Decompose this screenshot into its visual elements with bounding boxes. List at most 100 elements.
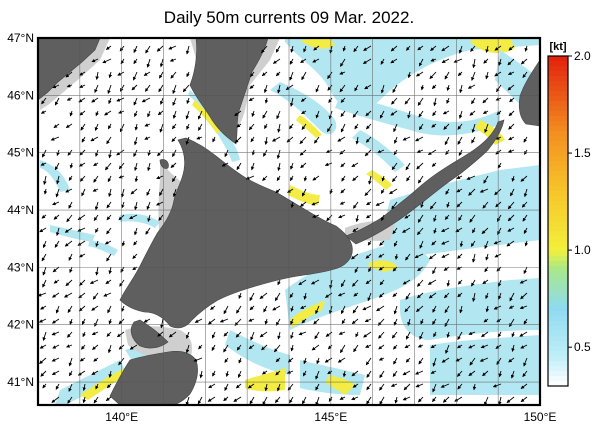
current-vector-arrow xyxy=(441,58,450,64)
map-title: Daily 50m currents 09 Mar. 2022. xyxy=(163,8,415,27)
current-vector-arrow xyxy=(379,383,385,391)
current-vector-arrow xyxy=(277,84,281,94)
current-vector-arrow xyxy=(468,331,476,335)
current-vector-arrow xyxy=(51,396,60,403)
current-vector-arrow xyxy=(391,162,398,171)
current-vector-arrow xyxy=(95,110,99,117)
current-vector-arrow xyxy=(354,84,359,92)
current-vector-arrow xyxy=(133,58,138,65)
current-vector-arrow xyxy=(52,266,60,273)
current-vector-arrow xyxy=(159,123,164,133)
current-vector-arrow xyxy=(90,136,99,142)
current-vector-arrow xyxy=(53,279,60,284)
current-vector-arrow xyxy=(431,123,437,128)
current-vector-arrow xyxy=(224,357,229,363)
current-vector-arrow xyxy=(237,370,242,378)
current-vector-arrow xyxy=(418,396,424,403)
current-vector-arrow xyxy=(458,45,463,54)
current-vector-arrow xyxy=(352,305,359,314)
current-vector-arrow xyxy=(105,396,112,401)
current-vector-arrow xyxy=(457,279,463,285)
current-vector-arrow xyxy=(340,110,346,117)
current-vector-arrow xyxy=(65,279,73,287)
current-vector-arrow xyxy=(289,292,294,299)
current-vector-arrow xyxy=(68,357,73,367)
current-vector-arrow xyxy=(54,97,60,106)
current-vector-arrow xyxy=(377,149,385,154)
current-vector-arrow xyxy=(315,305,320,315)
latitude-label: 43°N xyxy=(7,260,34,274)
current-vector-arrow xyxy=(261,370,268,375)
current-vector-arrow xyxy=(497,331,502,338)
current-vector-arrow xyxy=(40,370,47,377)
current-vector-arrow xyxy=(300,58,307,64)
current-vector-arrow xyxy=(340,188,346,194)
colorbar-segment xyxy=(548,111,568,117)
colorbar-tick-label: 2.0 xyxy=(574,49,591,63)
latitude-label: 44°N xyxy=(7,203,34,217)
current-vector-arrow xyxy=(303,45,307,53)
current-vector-arrow xyxy=(432,266,437,275)
colorbar-segment xyxy=(548,71,568,77)
current-vector-arrow xyxy=(91,97,99,103)
current-vector-arrow xyxy=(420,84,425,91)
current-vector-arrow xyxy=(272,305,281,311)
current-vector-arrow xyxy=(285,84,294,90)
current-vector-arrow xyxy=(186,71,190,78)
colorbar-tick-label: 0.5 xyxy=(574,340,591,354)
current-vector-arrow xyxy=(274,396,281,403)
current-vector-arrow xyxy=(91,58,99,63)
current-vector-arrow xyxy=(482,279,489,285)
current-vector-arrow xyxy=(433,227,437,234)
current-vector-arrow xyxy=(456,201,463,208)
current-vector-arrow xyxy=(119,123,125,133)
current-vector-arrow xyxy=(78,162,86,167)
current-vector-arrow xyxy=(65,188,73,193)
current-vector-arrow xyxy=(485,292,489,300)
current-vector-arrow xyxy=(508,136,515,141)
colorbar-segment xyxy=(548,96,568,102)
current-vector-arrow xyxy=(433,214,437,222)
current-vector-arrow xyxy=(432,305,437,313)
current-vector-arrow xyxy=(146,201,151,210)
current-vector-arrow xyxy=(446,331,451,338)
current-vector-arrow xyxy=(507,214,515,222)
current-vector-arrow xyxy=(144,136,151,140)
current-vector-arrow xyxy=(276,383,281,392)
colorbar-segment xyxy=(548,141,568,147)
current-vector-arrow xyxy=(301,123,307,130)
current-vector-arrow xyxy=(199,370,203,379)
current-vector-arrow xyxy=(431,162,437,167)
current-vector-arrow xyxy=(52,84,60,89)
current-vector-arrow xyxy=(92,344,99,350)
current-vector-arrow xyxy=(133,71,138,81)
current-vector-arrow xyxy=(523,227,528,234)
current-vector-arrow xyxy=(417,227,424,236)
current-vector-arrow xyxy=(118,110,125,114)
current-vector-arrow xyxy=(212,370,216,377)
latitude-label: 42°N xyxy=(7,318,34,332)
current-vector-arrow xyxy=(55,227,60,237)
current-vector-arrow xyxy=(378,357,385,361)
current-vector-arrow xyxy=(290,45,294,53)
current-vector-arrow xyxy=(341,175,346,182)
current-vector-arrow xyxy=(182,84,190,93)
current-vector-arrow xyxy=(233,396,242,402)
current-vector-arrow xyxy=(79,175,86,182)
current-vector-arrow xyxy=(250,71,255,78)
current-vector-arrow xyxy=(119,84,125,92)
current-vector-arrow xyxy=(380,188,385,194)
current-vector-arrow xyxy=(519,279,528,284)
current-vector-arrow xyxy=(212,136,216,143)
current-vector-arrow xyxy=(339,149,346,155)
colorbar-segment xyxy=(548,201,568,207)
current-vector-arrow xyxy=(523,357,528,367)
current-vector-arrow xyxy=(430,45,437,51)
current-vector-arrow xyxy=(286,136,294,143)
current-vector-arrow xyxy=(236,344,242,351)
current-vector-arrow xyxy=(106,383,112,389)
current-vector-arrow xyxy=(102,58,112,64)
current-vector-arrow xyxy=(40,305,47,310)
current-vector-arrow xyxy=(444,136,450,146)
